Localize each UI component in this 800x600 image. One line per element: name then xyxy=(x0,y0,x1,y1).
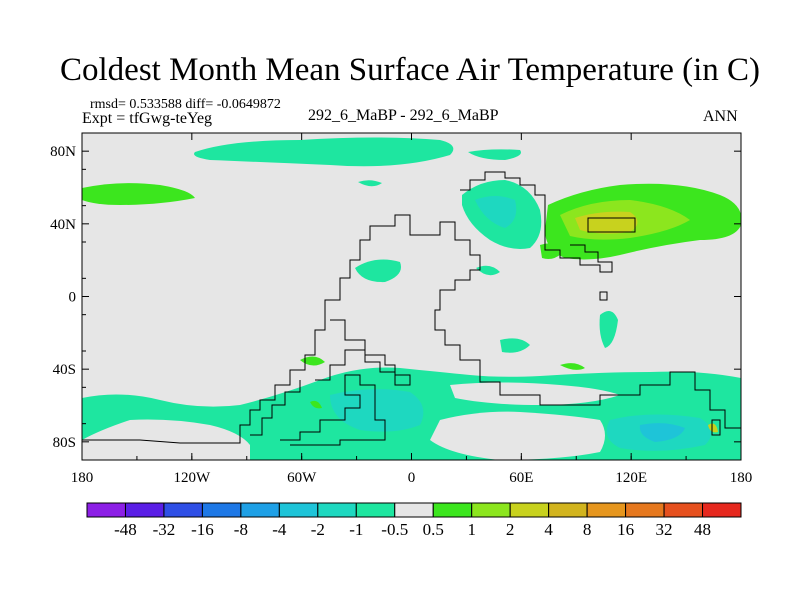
coastlines xyxy=(82,171,741,446)
region-arctic-small xyxy=(468,149,521,160)
region-southern-ocean-deep1 xyxy=(330,389,424,432)
x-tick-label: 120E xyxy=(615,470,647,486)
colorbar-label: 2 xyxy=(506,520,515,539)
continent-outline-west-strip xyxy=(250,380,301,436)
x-tick-label: 180 xyxy=(730,470,753,486)
region-tropical-1 xyxy=(355,259,401,283)
colorbar-swatch xyxy=(278,502,319,518)
colorbar-swatch xyxy=(163,502,203,518)
colorbar-label: -2 xyxy=(311,520,325,539)
colorbar-label: -48 xyxy=(114,520,137,539)
continent-outline-asia xyxy=(460,171,613,273)
region-tropical-6 xyxy=(300,356,325,366)
colorbar-label: 1 xyxy=(467,520,476,539)
colorbar-swatch xyxy=(432,502,473,518)
colorbar-swatch xyxy=(86,502,126,518)
region-asia-warm-core xyxy=(575,211,638,234)
center-label: 292_6_MaBP - 292_6_MaBP xyxy=(308,107,499,124)
region-tropical-2 xyxy=(599,311,618,348)
colorbar: -48 -32 -16 -8 -4 -2 -1 -0.5 0.5 1 2 4 8 16 32 48 xyxy=(86,502,742,539)
y-tick-label: 40S xyxy=(53,362,76,378)
x-tick-label: 60E xyxy=(509,470,533,486)
y-tick-label: 40N xyxy=(50,217,76,233)
island-outline-2 xyxy=(711,419,721,436)
colorbar-swatch xyxy=(625,502,665,518)
y-tick-label: 80N xyxy=(50,144,76,160)
region-arctic-dot xyxy=(358,180,382,187)
region-atlantic-warm xyxy=(82,183,195,205)
continent-outline-box xyxy=(587,217,636,233)
colorbar-label: 32 xyxy=(656,520,673,539)
colorbar-swatch xyxy=(663,502,704,518)
colorbar-label: 16 xyxy=(617,520,634,539)
region-southern-ocean-gray2 xyxy=(430,411,605,460)
experiment-label: Expt = tfGwg-teYeg xyxy=(82,110,213,127)
region-southern-warm-dot2 xyxy=(708,423,718,433)
colorbar-swatch xyxy=(509,502,550,518)
region-tropical-4 xyxy=(560,363,585,370)
colorbar-label: -4 xyxy=(272,520,287,539)
colorbar-label: 4 xyxy=(544,520,553,539)
colorbar-label: -16 xyxy=(191,520,214,539)
colorbar-swatch xyxy=(355,502,396,518)
colorbar-swatch xyxy=(548,502,588,518)
region-southern-ocean-gray3 xyxy=(450,382,620,405)
colorbar-label: -32 xyxy=(153,520,176,539)
colorbar-label: -0.5 xyxy=(381,520,408,539)
colorbar-swatch xyxy=(317,502,357,518)
colorbar-label: -1 xyxy=(349,520,363,539)
colorbar-swatch xyxy=(124,502,165,518)
colorbar-label: -8 xyxy=(234,520,248,539)
anomaly-fields xyxy=(82,137,741,460)
x-tick-label: 60W xyxy=(287,470,317,486)
colorbar-swatch xyxy=(240,502,280,518)
colorbar-swatch xyxy=(702,502,742,518)
region-southern-ocean-gray1 xyxy=(82,419,250,460)
continent-outline-main xyxy=(82,214,741,444)
colorbar-swatch xyxy=(471,502,511,518)
region-tropical-5 xyxy=(476,265,500,276)
colorbar-label: 0.5 xyxy=(423,520,444,539)
x-tick-label: 120W xyxy=(173,470,211,486)
region-tropical-3 xyxy=(500,338,530,353)
x-tick-label: 0 xyxy=(408,470,416,486)
colorbar-swatch xyxy=(586,502,627,518)
colorbar-swatch xyxy=(394,502,434,518)
region-warm-east-small xyxy=(540,243,565,259)
x-tick-label: 180 xyxy=(71,470,94,486)
colorbar-label: 8 xyxy=(583,520,592,539)
region-southern-warm-dot xyxy=(310,400,322,409)
stats-text: rmsd= 0.533588 diff= -0.0649872 xyxy=(90,97,281,112)
continent-outline-south xyxy=(280,374,386,446)
period-label: ANN xyxy=(703,108,738,125)
colorbar-swatch xyxy=(201,502,242,518)
region-southern-ocean-blue xyxy=(639,423,685,442)
axes: 180 120W 60W 0 60E 120E 180 80N 40N 0 40S 80S xyxy=(50,132,753,486)
chart-title: Coldest Month Mean Surface Air Temperatu… xyxy=(60,52,760,88)
region-arctic-band xyxy=(194,137,454,167)
island-outline-1 xyxy=(599,291,608,301)
region-asia-cool-2 xyxy=(475,196,517,228)
y-tick-label: 0 xyxy=(69,290,77,306)
colorbar-label: 48 xyxy=(694,520,711,539)
y-tick-label: 80S xyxy=(53,435,76,451)
continent-outline-interior xyxy=(315,319,411,386)
